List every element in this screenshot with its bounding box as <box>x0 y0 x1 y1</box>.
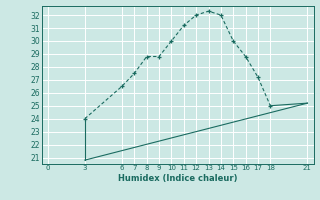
X-axis label: Humidex (Indice chaleur): Humidex (Indice chaleur) <box>118 174 237 183</box>
